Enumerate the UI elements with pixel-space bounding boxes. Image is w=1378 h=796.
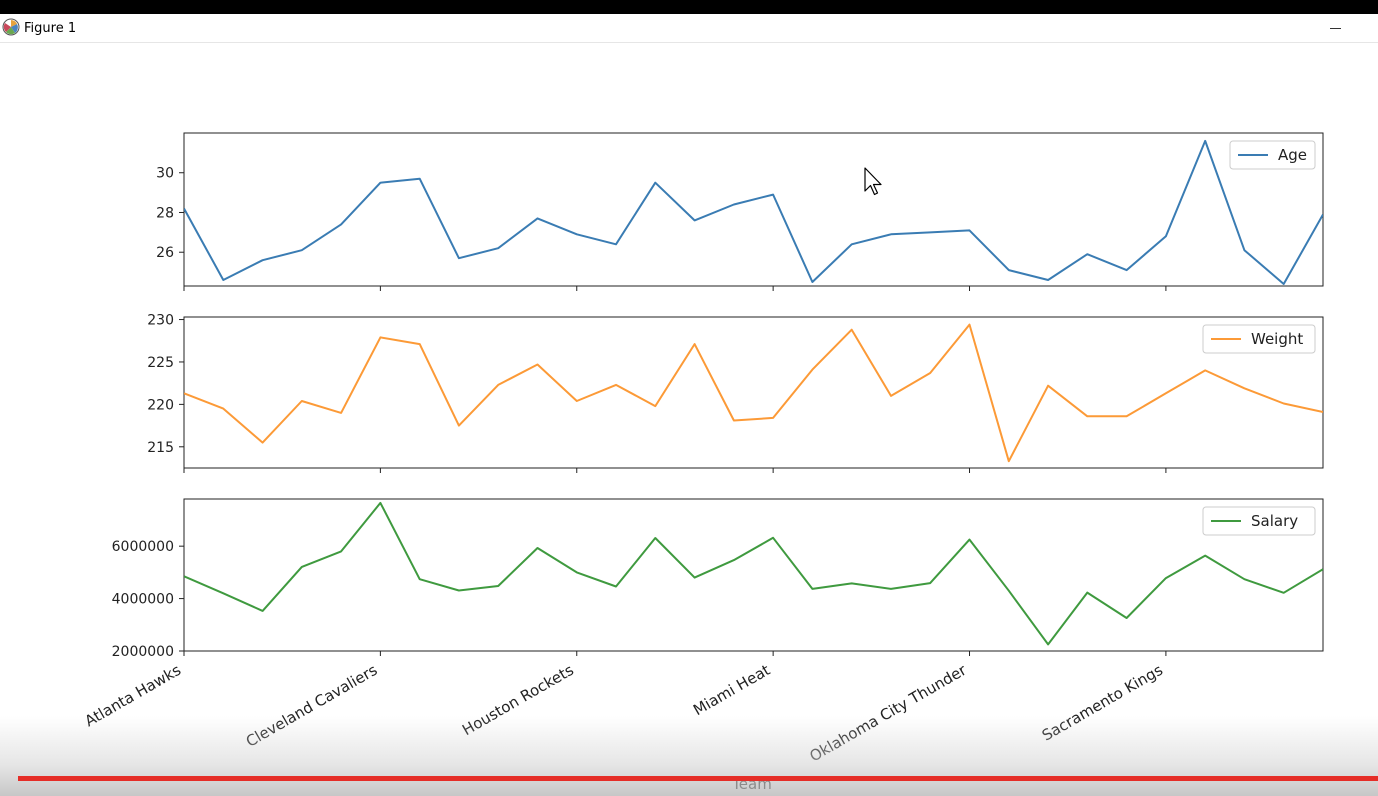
window-titlebar: Figure 1 [0,14,1378,43]
xtick-label: Houston Rockets [459,661,577,739]
legend-label: Salary [1251,512,1298,530]
top-black-bar [0,0,1378,14]
ytick-label: 30 [156,166,174,182]
xtick-label: Atlanta Hawks [82,661,185,731]
series-line-salary [184,501,1323,646]
ytick-label: 225 [147,355,174,371]
video-progress-bar[interactable] [18,776,1378,781]
legend-weight: Weight [1202,324,1316,354]
xtick-label: Oklahoma City Thunder [806,660,970,765]
subplot-weight: 215 220 225 230 Weight [147,313,1324,473]
subplot-salary: 2000000 4000000 6000000 Salary [112,498,1324,660]
legend-label: Age [1278,146,1307,164]
matplotlib-figure-icon [2,18,20,36]
legend-box [1202,506,1316,536]
axes-frame [183,498,1324,652]
legend-box [1229,140,1316,170]
ytick-label: 6000000 [112,539,174,555]
legend-box [1202,324,1316,354]
window-title: Figure 1 [24,21,77,36]
ytick-label: 28 [156,205,174,221]
xtick-label: Sacramento Kings [1039,661,1166,745]
series-line-age [184,139,1323,285]
mouse-pointer-icon [864,167,882,196]
minimize-button[interactable] [1324,20,1348,36]
ytick-label: 220 [147,397,174,413]
legend-salary: Salary [1202,506,1316,536]
subplot-age: 26 28 30 Age [156,132,1324,291]
ytick-label: 215 [147,440,174,456]
series-line-weight [184,323,1323,463]
ytick-label: 26 [156,245,174,261]
ytick-label: 4000000 [112,592,174,608]
legend-age: Age [1229,140,1316,170]
axes-frame [183,316,1324,469]
figure-canvas: 26 28 30 Age 215 220 225 230 Weight 2000000 400000… [82,132,1324,793]
ytick-label: 2000000 [112,644,174,660]
xtick-label: Miami Heat [690,661,773,719]
ytick-label: 230 [147,313,174,329]
legend-label: Weight [1251,330,1303,348]
xtick-label: Cleveland Cavaliers [243,661,381,751]
